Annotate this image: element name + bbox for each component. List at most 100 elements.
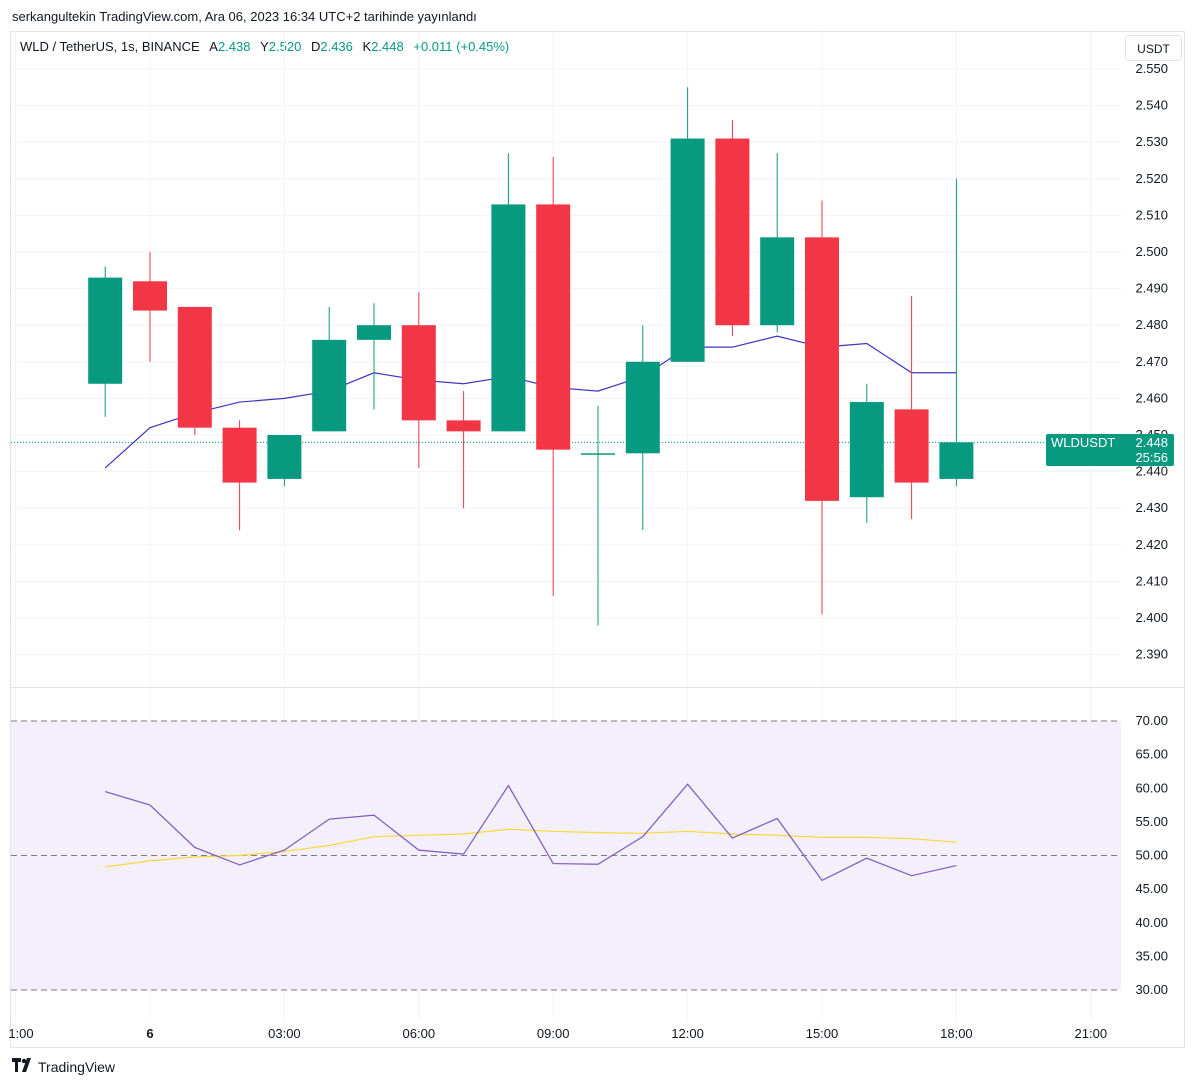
candle — [446, 391, 481, 509]
price-tick-label: 2.430 — [1135, 500, 1168, 515]
close-label: K — [362, 39, 372, 54]
candle — [536, 156, 571, 597]
high-value: 2.520 — [268, 39, 302, 54]
open-label: A — [209, 39, 218, 54]
candle-body — [401, 325, 436, 421]
time-axis: 1:00 6 03:00 06:00 09:00 12:00 15:00 18:00 21:00 — [8, 1026, 1107, 1041]
candle-body — [536, 204, 571, 450]
time-tick-label: 21:00 — [1075, 1026, 1108, 1041]
price-tick-label: 2.390 — [1135, 647, 1168, 662]
open-value: 2.438 — [217, 39, 251, 54]
candle — [401, 292, 436, 468]
price-tick-label: 2.550 — [1135, 61, 1168, 76]
candle — [894, 295, 929, 520]
candle — [760, 153, 795, 333]
candle-body — [760, 237, 795, 326]
candle — [177, 306, 212, 435]
candle-body — [491, 204, 526, 432]
price-tick-label: 2.420 — [1135, 537, 1168, 552]
rsi-tick-label: 50.00 — [1135, 848, 1168, 863]
time-tick-label: 18:00 — [940, 1026, 973, 1041]
candle-body — [894, 409, 929, 483]
time-tick-label: 15:00 — [806, 1026, 839, 1041]
candle-body — [625, 361, 660, 454]
candle — [805, 200, 839, 615]
price-tick-label: 2.480 — [1135, 317, 1168, 332]
price-tag-symbol: WLDUSDT — [1051, 435, 1115, 450]
price-tick-label: 2.490 — [1135, 281, 1168, 296]
candle-body — [357, 325, 391, 340]
published-note: serkangultekin TradingView.com, Ara 06, … — [12, 9, 477, 24]
close-value: 2.448 — [371, 39, 404, 54]
rsi-pane — [11, 720, 1121, 991]
candle — [849, 383, 884, 523]
price-tag-countdown: 25:56 — [1135, 450, 1168, 465]
price-tick-label: 2.460 — [1135, 390, 1168, 405]
time-tick-label: 6 — [146, 1026, 153, 1041]
candle — [670, 87, 705, 362]
symbol-legend: WLD / TetherUS, 1s, BINANCE A2.438 Y2.52… — [20, 39, 509, 54]
rsi-tick-label: 30.00 — [1135, 982, 1168, 997]
price-tag-price: 2.448 — [1135, 435, 1168, 450]
candle — [491, 153, 526, 432]
price-tick-label: 2.540 — [1135, 98, 1168, 113]
symbol-title[interactable]: WLD / TetherUS, 1s, BINANCE — [20, 39, 200, 54]
price-tick-label: 2.400 — [1135, 610, 1168, 625]
low-value: 2.436 — [320, 39, 353, 54]
footer-brand-name: TradingView — [38, 1058, 116, 1075]
candle-body — [849, 402, 884, 498]
price-tick-label: 2.500 — [1135, 244, 1168, 259]
candle-body — [805, 237, 839, 501]
candle-body — [670, 138, 705, 362]
rsi-ma-line — [105, 828, 957, 868]
time-tick-label: 06:00 — [403, 1026, 436, 1041]
candle-body — [715, 138, 750, 326]
rsi-tick-label: 70.00 — [1135, 713, 1168, 728]
price-axis: 2.3902.4002.4102.4202.4302.4402.4502.460… — [1135, 61, 1168, 997]
rsi-tick-label: 45.00 — [1135, 881, 1168, 896]
candle — [625, 325, 660, 531]
candle-body — [133, 281, 167, 311]
chart-frame — [10, 31, 1185, 1048]
rsi-tick-label: 40.00 — [1135, 915, 1168, 930]
price-tick-label: 2.530 — [1135, 134, 1168, 149]
candle — [715, 120, 750, 337]
time-tick-label: 03:00 — [268, 1026, 301, 1041]
candle — [133, 252, 167, 362]
change-value: +0.011 (+0.45%) — [413, 39, 510, 54]
low-label: D — [310, 39, 321, 54]
time-tick-label: 1:00 — [8, 1026, 33, 1041]
currency-button[interactable]: USDT — [1125, 35, 1182, 61]
footer-brand[interactable]: TradingView — [12, 1058, 115, 1075]
candle — [939, 178, 974, 487]
price-tick-label: 2.520 — [1135, 171, 1168, 186]
time-tick-label: 09:00 — [537, 1026, 570, 1041]
candle-body — [939, 442, 974, 479]
candle-body — [267, 435, 302, 479]
price-tick-label: 2.410 — [1135, 573, 1168, 588]
rsi-tick-label: 60.00 — [1135, 780, 1168, 795]
candle — [581, 405, 615, 626]
tradingview-logo-icon — [12, 1058, 34, 1075]
price-tag-bg — [1046, 434, 1174, 466]
candle — [222, 420, 257, 531]
rsi-tick-label: 65.00 — [1135, 747, 1168, 762]
high-label: Y — [260, 39, 269, 54]
candle-body — [222, 427, 257, 483]
candle — [88, 266, 123, 417]
candle — [267, 435, 302, 487]
candle-body — [177, 306, 212, 428]
candle — [357, 303, 391, 410]
candle-body — [88, 277, 123, 384]
candle — [312, 306, 347, 432]
rsi-line — [105, 783, 957, 882]
rsi-tick-label: 35.00 — [1135, 948, 1168, 963]
candle-body — [581, 453, 615, 455]
last-price-tag: WLDUSDT 2.448 25:56 — [1046, 434, 1174, 466]
price-tick-label: 2.510 — [1135, 207, 1168, 222]
candle-body — [446, 420, 481, 432]
price-tick-label: 2.470 — [1135, 354, 1168, 369]
rsi-tick-label: 55.00 — [1135, 814, 1168, 829]
price-tick-label: 2.440 — [1135, 464, 1168, 479]
